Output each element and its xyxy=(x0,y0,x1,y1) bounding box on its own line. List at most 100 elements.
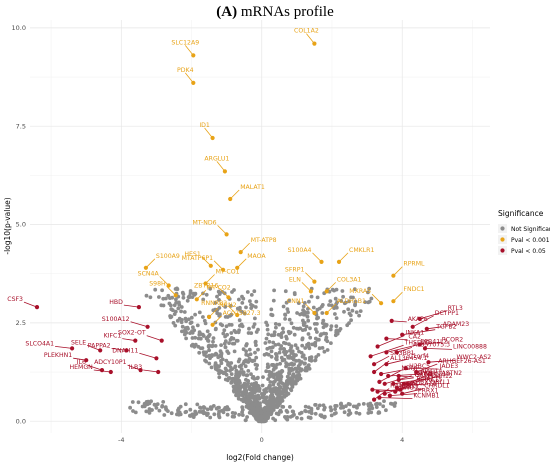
gene-label: S100A12 xyxy=(102,316,130,323)
point-not-significant xyxy=(219,343,224,347)
gene-annotation: ID1 xyxy=(199,122,215,141)
gene-annotation: S100A4 xyxy=(288,247,324,264)
point-not-significant xyxy=(267,339,272,344)
gene-annotation: SH3BP1 xyxy=(372,350,415,367)
point-pval-0.001 xyxy=(312,41,317,46)
point-not-significant xyxy=(219,358,223,363)
point-not-significant xyxy=(288,415,293,419)
point-not-significant xyxy=(221,331,226,336)
point-not-significant xyxy=(263,418,268,423)
point-not-significant xyxy=(257,386,262,391)
point-not-significant xyxy=(274,352,278,356)
point-not-significant xyxy=(271,363,276,367)
point-not-significant xyxy=(254,355,259,360)
points-layer xyxy=(128,286,398,424)
point-not-significant xyxy=(213,301,218,305)
leader-line xyxy=(424,348,453,350)
gene-annotation: SLCO4A1 xyxy=(25,340,75,351)
point-pval-0.001 xyxy=(224,232,229,237)
point-not-significant xyxy=(269,354,274,359)
point-not-significant xyxy=(142,404,147,409)
point-not-significant xyxy=(367,286,371,291)
point-not-significant xyxy=(289,321,294,326)
point-not-significant xyxy=(249,293,254,297)
leader-line xyxy=(396,376,425,389)
gene-label: MEGF10 xyxy=(425,371,451,378)
gene-annotation: LINC00888 xyxy=(422,343,487,351)
point-not-significant xyxy=(185,298,190,303)
point-not-significant xyxy=(351,295,355,300)
point-not-significant xyxy=(317,306,322,311)
point-not-significant xyxy=(225,407,229,412)
point-not-significant xyxy=(346,412,351,417)
point-not-significant xyxy=(160,404,165,409)
point-not-significant xyxy=(188,289,193,293)
gene-label: DCTPP1 xyxy=(435,310,459,317)
point-not-significant xyxy=(392,404,397,408)
point-not-significant xyxy=(300,336,305,341)
point-not-significant xyxy=(184,319,189,324)
point-not-significant xyxy=(157,408,162,413)
gene-label: CA2 xyxy=(408,334,421,341)
point-pval-0.05 xyxy=(398,387,403,392)
point-not-significant xyxy=(232,389,237,394)
point-not-significant xyxy=(271,416,275,421)
point-not-significant xyxy=(301,312,306,317)
point-not-significant xyxy=(207,348,212,353)
point-not-significant xyxy=(284,300,289,305)
point-not-significant xyxy=(316,315,320,320)
point-not-significant xyxy=(256,327,260,332)
point-not-significant xyxy=(291,325,296,330)
point-not-significant xyxy=(253,305,258,309)
leader-line xyxy=(212,315,222,326)
point-not-significant xyxy=(179,320,184,325)
point-not-significant xyxy=(187,295,192,300)
point-not-significant xyxy=(215,294,219,299)
gene-annotation: THSD7B xyxy=(368,339,430,359)
gene-annotation: CMKLR1 xyxy=(336,247,374,264)
point-not-significant xyxy=(317,403,322,408)
point-not-significant xyxy=(301,308,305,312)
point-not-significant xyxy=(293,343,298,348)
point-not-significant xyxy=(227,341,232,345)
gene-annotation: ILB3 xyxy=(129,364,161,375)
point-not-significant xyxy=(306,318,311,323)
point-pval-0.05 xyxy=(370,387,375,392)
point-not-significant xyxy=(234,371,239,376)
leader-line xyxy=(306,33,315,44)
point-not-significant xyxy=(253,340,258,345)
gene-label: ADCY10P1 xyxy=(94,359,127,366)
gene-label: S98H xyxy=(149,280,166,287)
point-not-significant xyxy=(309,358,314,363)
gene-label: PRRX1 xyxy=(418,388,439,395)
point-not-significant xyxy=(191,415,196,419)
point-not-significant xyxy=(277,322,282,327)
point-not-significant xyxy=(253,316,257,321)
point-not-significant xyxy=(347,299,351,304)
leader-line xyxy=(416,363,438,373)
gene-label: ADRA1A xyxy=(411,381,437,388)
point-not-significant xyxy=(247,326,251,331)
chart-title-text: mRNAs profile xyxy=(237,4,334,20)
leader-line xyxy=(370,344,404,357)
point-not-significant xyxy=(208,415,213,420)
point-not-significant xyxy=(211,339,215,344)
point-not-significant xyxy=(233,364,238,369)
leader-line xyxy=(398,377,414,381)
point-not-significant xyxy=(247,347,252,352)
point-not-significant xyxy=(322,407,326,412)
point-pval-0.05 xyxy=(372,369,377,375)
leader-line xyxy=(428,359,456,363)
point-not-significant xyxy=(206,339,211,343)
gene-label: RPRML xyxy=(403,261,425,268)
point-not-significant xyxy=(133,410,138,415)
point-not-significant xyxy=(301,304,306,309)
gene-annotation: COL1A2 xyxy=(294,28,319,46)
gene-annotation: PDK4 xyxy=(177,67,196,85)
leader-line xyxy=(213,260,224,271)
point-not-significant xyxy=(281,405,286,409)
point-not-significant xyxy=(208,286,213,291)
point-not-significant xyxy=(281,304,286,309)
gene-label: RCOR2 xyxy=(442,337,463,344)
